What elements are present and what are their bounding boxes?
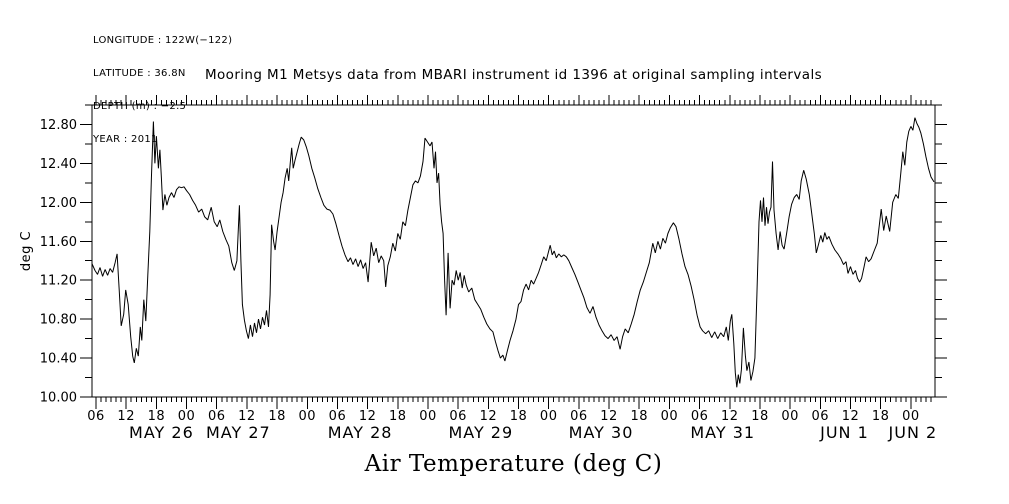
plot-frame	[91, 104, 936, 398]
hour-tick-label: 00	[540, 409, 558, 424]
y-axis-ticks	[80, 104, 947, 398]
hour-tick-label: 18	[268, 409, 286, 424]
hour-tick-label: 18	[389, 409, 407, 424]
y-tick-label: 12.80	[40, 118, 77, 133]
hour-tick-label: 12	[117, 409, 135, 424]
hour-tick-label: 18	[751, 409, 769, 424]
metadata-longitude: LONGITUDE : 122W(−122)	[93, 35, 233, 46]
chart-title: Mooring M1 Metsys data from MBARI instru…	[204, 67, 823, 83]
date-label: MAY 30	[569, 423, 634, 442]
y-tick-label: 12.00	[40, 196, 77, 211]
y-tick-label: 10.40	[40, 352, 77, 367]
hour-tick-label: 12	[238, 409, 256, 424]
date-label: MAY 27	[206, 423, 271, 442]
metadata-block: LONGITUDE : 122W(−122) LATITUDE : 36.8N …	[93, 13, 232, 167]
hour-tick-label: 12	[600, 409, 618, 424]
date-label: MAY 29	[448, 423, 513, 442]
y-tick-label: 12.40	[40, 157, 77, 172]
hour-tick-label: 12	[480, 409, 498, 424]
y-axis-tick-labels: 10.00 10.40 10.80 11.20 11.60 12.00 12.40 12.80	[40, 118, 77, 406]
hour-tick-label: 00	[781, 409, 799, 424]
metadata-year: YEAR : 2011	[93, 134, 158, 145]
hour-tick-label: 06	[208, 409, 226, 424]
hour-tick-label: 12	[721, 409, 739, 424]
y-axis-title: deg C	[19, 231, 34, 271]
hour-tick-label: 06	[812, 409, 830, 424]
y-tick-label: 10.00	[40, 391, 77, 406]
x-axis-ticks	[95, 95, 932, 409]
metadata-depth: DEPTH (m) : −2.5	[93, 101, 187, 112]
date-label: MAY 28	[328, 423, 393, 442]
hour-tick-label: 00	[299, 409, 317, 424]
x-axis-title: Air Temperature (deg C)	[364, 451, 663, 477]
hour-tick-label: 06	[87, 409, 105, 424]
hour-tick-label: 00	[902, 409, 920, 424]
date-label: JUN 2	[888, 423, 938, 442]
hour-tick-label: 18	[148, 409, 166, 424]
hour-tick-label: 06	[691, 409, 709, 424]
hour-tick-labels: 06 12 18 00 06 12 18 00 06 12 18 00 06 12 18 00 06 12 18 00…	[87, 409, 919, 424]
hour-tick-label: 06	[449, 409, 467, 424]
hour-tick-label: 00	[661, 409, 679, 424]
hour-tick-label: 06	[329, 409, 347, 424]
date-labels: MAY 26 MAY 27 MAY 28 MAY 29 MAY 30 MAY 31 JUN …	[129, 423, 938, 442]
hour-tick-label: 18	[872, 409, 890, 424]
metadata-latitude: LATITUDE : 36.8N	[93, 68, 186, 79]
date-label: MAY 31	[690, 423, 755, 442]
y-tick-label: 11.60	[40, 235, 77, 250]
y-tick-label: 11.20	[40, 274, 77, 289]
hour-tick-label: 06	[570, 409, 588, 424]
hour-tick-label: 12	[359, 409, 377, 424]
temperature-line	[91, 117, 935, 388]
hour-tick-label: 18	[630, 409, 648, 424]
hour-tick-label: 00	[178, 409, 196, 424]
y-tick-label: 10.80	[40, 313, 77, 328]
hour-tick-label: 12	[842, 409, 860, 424]
hour-tick-label: 18	[510, 409, 528, 424]
date-label: JUN 1	[819, 423, 869, 442]
hour-tick-label: 00	[419, 409, 437, 424]
date-label: MAY 26	[129, 423, 194, 442]
